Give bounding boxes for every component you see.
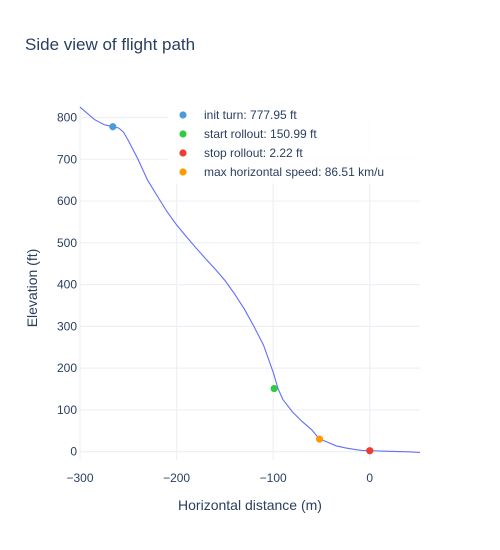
y-tick-label: 200 [57, 361, 77, 375]
legend-marker [179, 130, 187, 138]
marker-group [109, 123, 374, 455]
legend-box [168, 104, 420, 184]
legend-item-label: start rollout: 150.99 ft [204, 127, 317, 141]
legend-item-label: stop rollout: 2.22 ft [204, 146, 303, 160]
x-tick-label: 0 [366, 471, 373, 485]
path-marker-point [366, 447, 374, 455]
x-tick-label: −300 [66, 471, 93, 485]
y-tick-label: 800 [57, 111, 77, 125]
legend-background [168, 104, 420, 184]
flight-path-line [79, 106, 421, 454]
y-tick-label: 100 [57, 403, 77, 417]
path-marker-point [109, 123, 117, 131]
legend-item-label: init turn: 777.95 ft [204, 108, 297, 122]
y-tick-label: 0 [70, 445, 77, 459]
x-axis-title: Horizontal distance (m) [178, 497, 322, 513]
x-tick-label: −100 [260, 471, 287, 485]
y-tick-label: 600 [57, 194, 77, 208]
legend: init turn: 777.95 ft start rollout: 150.9… [179, 108, 384, 179]
y-tick-label: 300 [57, 319, 77, 333]
y-tick-label: 400 [57, 278, 77, 292]
legend-marker [179, 111, 187, 119]
legend-item-label: max horizontal speed: 86.51 km/u [204, 165, 384, 179]
x-tick-label: −200 [163, 471, 190, 485]
path-marker-point [315, 435, 324, 443]
path-marker-point [270, 384, 278, 393]
y-axis-title: Elevation (ft) [24, 249, 40, 328]
legend-marker [179, 149, 187, 157]
chart-title: Side view of flight path [25, 35, 195, 54]
axis-tick-labels: −300 −200 −100 0 0 100 200 300 400 500 600 700 800 [57, 111, 373, 485]
plot-area [79, 106, 421, 454]
y-tick-label: 700 [57, 152, 77, 166]
y-tick-label: 500 [57, 236, 77, 250]
legend-marker [179, 168, 187, 176]
